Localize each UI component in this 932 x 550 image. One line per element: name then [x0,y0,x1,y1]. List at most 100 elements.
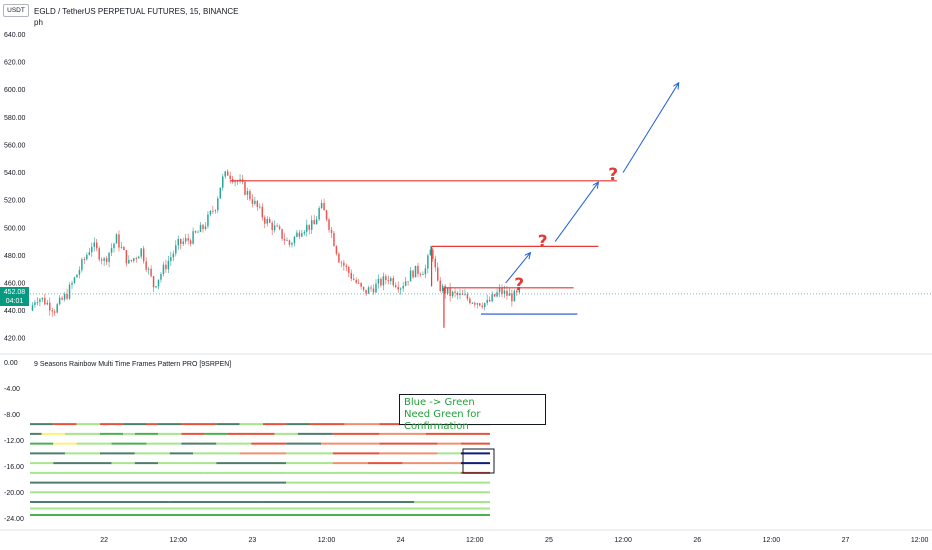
candle-body [303,231,306,234]
candle-body [343,262,345,266]
candle-body [392,278,395,286]
candle-body [103,258,105,261]
projection-arrow [554,182,598,242]
candle-body [375,283,377,293]
candle-body [496,292,498,297]
candle-body [288,240,291,245]
candle-body [493,294,496,297]
candle-body [222,176,224,188]
candle-body [271,222,273,231]
candle-body [464,294,466,296]
chart-title: EGLD / TetherUS PERPETUAL FUTURES, 15, B… [34,7,239,16]
candle-body [249,191,251,200]
candle-body [352,278,355,280]
price-tick-label: 500.00 [4,225,26,232]
candle-body [491,294,493,302]
candle-body [476,303,479,305]
annotation-note: Blue -> Green Need Green for Confirmatio… [399,394,546,432]
candle-body [291,243,293,245]
candle-body [471,302,474,304]
price-tick-label: 480.00 [4,253,26,260]
candle-body [261,206,264,218]
candle-body [513,290,516,302]
candle-body [100,259,103,261]
time-tick-label: 27 [842,537,850,544]
candle-body [409,270,412,282]
price-tick-label: 600.00 [4,87,26,94]
candle-body [123,246,125,251]
candle-body [150,268,152,277]
candle-body [34,302,36,306]
candle-body [459,293,461,296]
candle-body [335,246,338,254]
candle-body [449,287,451,297]
candle-body [214,210,217,212]
candle-body [338,253,340,263]
candle-body [432,249,434,259]
candle-body [160,273,162,280]
candle-body [130,260,133,261]
candle-body [306,224,308,232]
candle-body [387,280,390,282]
candle-body [202,224,204,229]
candle-body [192,231,194,244]
candle-body [451,291,454,297]
time-tick-label: 26 [693,537,701,544]
candle-body [49,302,51,311]
projection-arrow [505,253,531,284]
candle-body [278,226,281,229]
candle-body [483,303,486,308]
candle-body [424,268,427,275]
currency-label[interactable]: USDT [3,4,29,17]
price-tick-label: 560.00 [4,142,26,149]
candle-body [474,302,476,305]
candle-body [244,181,246,195]
candle-body [320,202,323,209]
candle-body [44,297,46,305]
candle-body [479,303,481,306]
candle-body [323,202,325,211]
candle-body [382,276,385,286]
candle-body [76,274,78,278]
candle-body [204,226,207,229]
candle-body [93,242,95,247]
candle-body [120,246,123,248]
candle-body [350,272,353,279]
candle-body [266,219,268,224]
candle-body [325,210,328,220]
time-tick-label: 12:00 [466,537,484,544]
candle-body [167,260,170,270]
candle-body [182,241,184,244]
last-price-tag: 452.08 04:01 [0,287,29,306]
candle-body [194,231,197,233]
candle-body [345,265,348,268]
candle-body [157,279,160,287]
price-tick-label: 460.00 [4,280,26,287]
time-tick-label: 12:00 [614,537,632,544]
candle-body [508,293,511,296]
candle-body [56,304,58,313]
candle-body [86,254,88,260]
time-tick-label: 24 [397,537,405,544]
annotation-line-2: Need Green for Confirmation [404,409,481,432]
indicator-tick-label: -8.00 [4,412,20,419]
candle-body [234,180,236,183]
candle-body [395,285,397,287]
candle-body [276,225,278,227]
candle-body [286,240,288,242]
price-tick-label: 540.00 [4,170,26,177]
candle-body [444,285,446,294]
indicator-tick-label: -20.00 [4,490,24,497]
candle-body [402,285,404,289]
indicator-tick-label: 0.00 [4,360,18,367]
candle-body [293,236,296,244]
candle-body [88,252,91,255]
candle-body [135,258,138,260]
projection-arrow [622,83,679,173]
time-tick-label: 23 [249,537,257,544]
time-tick-label: 25 [545,537,553,544]
candle-body [441,285,444,291]
candle-body [140,248,142,257]
candle-body [219,187,222,199]
